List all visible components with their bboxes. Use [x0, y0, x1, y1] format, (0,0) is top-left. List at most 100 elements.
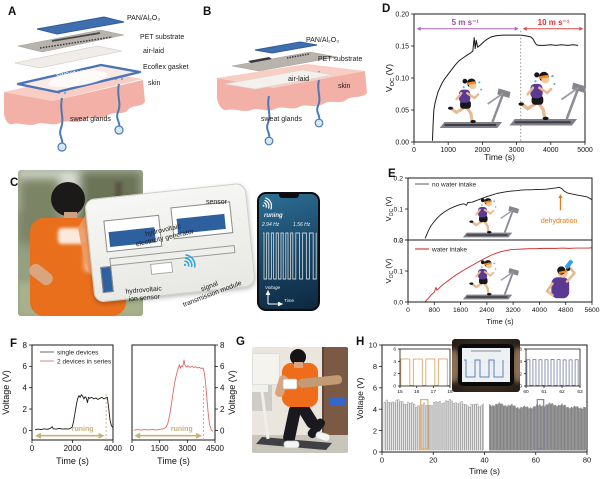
svg-text:8: 8 — [220, 341, 225, 350]
svg-text:Time (s): Time (s) — [157, 456, 190, 466]
svg-text:0.00: 0.00 — [395, 140, 409, 147]
svg-text:water intake: water intake — [431, 246, 467, 253]
electrode-pad — [248, 57, 272, 63]
sweat-gland-duct — [266, 95, 271, 139]
svg-text:61: 61 — [541, 389, 547, 395]
vapor-sheen — [48, 70, 108, 88]
svg-text:0.0: 0.0 — [394, 237, 404, 244]
svg-text:80: 80 — [583, 456, 591, 465]
wall-panel — [252, 353, 280, 385]
svg-text:VOC (V): VOC (V) — [384, 258, 395, 283]
device-stack-schematic-a — [4, 16, 145, 152]
svg-text:60: 60 — [532, 456, 540, 465]
svg-text:1000: 1000 — [440, 147, 456, 154]
svg-text:runing: runing — [171, 426, 193, 433]
svg-text:2000: 2000 — [475, 147, 491, 154]
wifi-icon — [262, 197, 273, 210]
phone-axes-arrows — [265, 290, 284, 307]
electrode-stripe — [51, 32, 101, 42]
chart-inset-run-zoom: 60 61 62 63 0 2 4 6 — [517, 346, 583, 398]
interdigitated-electrodes — [286, 53, 310, 59]
svg-text:2: 2 — [373, 426, 377, 435]
svg-text:4000: 4000 — [532, 307, 547, 314]
svg-text:0: 0 — [373, 448, 377, 457]
runner-front-leg — [283, 405, 301, 443]
phone-waveform — [263, 232, 317, 280]
label-pet: PET substrate — [140, 34, 185, 41]
pan-membrane-layer — [36, 16, 125, 35]
svg-text:0.2: 0.2 — [394, 237, 404, 244]
pan-membrane-layer — [254, 41, 318, 54]
skin-front-face — [217, 71, 367, 111]
runner-hair — [51, 182, 85, 216]
svg-text:0.2: 0.2 — [394, 175, 404, 182]
svg-text:Time (s): Time (s) — [469, 466, 500, 476]
label-sensor: sensor — [206, 199, 228, 206]
air-laid-layer — [14, 45, 123, 69]
app-waveform — [463, 359, 509, 378]
door — [322, 347, 348, 439]
sweat-droplet — [63, 91, 67, 95]
sweat-gland-coil — [114, 125, 124, 135]
svg-text:1500: 1500 — [151, 444, 169, 453]
phone-time-axis-label: Time — [284, 298, 294, 303]
svg-text:0: 0 — [393, 384, 396, 390]
svg-text:1600: 1600 — [453, 307, 468, 314]
svg-text:0.05: 0.05 — [395, 108, 409, 115]
skin-front-face — [4, 80, 145, 125]
svg-text:6: 6 — [220, 362, 225, 371]
svg-text:16: 16 — [414, 389, 420, 395]
phone-app-screen — [462, 348, 510, 382]
svg-text:18: 18 — [447, 389, 453, 395]
runner-back-thigh — [297, 403, 319, 429]
svg-text:0.1: 0.1 — [394, 206, 404, 213]
svg-text:3000: 3000 — [509, 147, 525, 154]
svg-text:8: 8 — [23, 341, 28, 350]
svg-text:no water intake: no water intake — [432, 181, 476, 188]
svg-text:6: 6 — [393, 347, 396, 353]
svg-text:4800: 4800 — [558, 307, 573, 314]
svg-text:4: 4 — [23, 384, 28, 393]
svg-text:0.10: 0.10 — [395, 76, 409, 83]
svg-text:4: 4 — [373, 405, 377, 414]
svg-text:Time (s): Time (s) — [484, 152, 515, 162]
phone-freq-1: 2.94 Hz — [262, 222, 280, 228]
sweat-gland-coil — [57, 142, 67, 152]
svg-text:0.1: 0.1 — [394, 268, 404, 275]
sweat-gland-duct — [316, 79, 321, 121]
interdigitated-electrodes — [39, 36, 113, 49]
label-airlaid: air-laid — [143, 48, 165, 55]
handheld-device — [282, 378, 298, 390]
svg-text:2 devices in series: 2 devices in series — [57, 358, 112, 365]
svg-text:0.20: 0.20 — [395, 12, 409, 19]
label-skin: skin — [148, 80, 161, 87]
svg-text:60: 60 — [523, 389, 529, 395]
sweat-gland-coil — [314, 118, 324, 128]
svg-text:0.15: 0.15 — [395, 44, 409, 51]
svg-text:15: 15 — [397, 389, 403, 395]
svg-text:2: 2 — [23, 405, 28, 414]
svg-text:VOC (V): VOC (V) — [384, 64, 396, 92]
pet-substrate-layer — [17, 29, 125, 53]
svg-text:40: 40 — [480, 456, 488, 465]
phone-readout-photo — [452, 339, 520, 392]
pet-substrate-layer — [231, 51, 338, 72]
svg-text:4500: 4500 — [206, 444, 224, 453]
svg-text:VOC (V): VOC (V) — [384, 196, 395, 221]
chart-voc-running-speed: 0 1000 2000 3000 4000 5000 0.00 0.05 0.10 0.15 0.2… — [384, 12, 593, 162]
phone-voltage-axis-label: Voltage — [265, 285, 281, 290]
treadmill-and-runner — [252, 349, 343, 450]
svg-text:4000: 4000 — [543, 147, 559, 154]
svg-text:3200: 3200 — [506, 307, 521, 314]
svg-text:62: 62 — [559, 389, 565, 395]
svg-text:0.0: 0.0 — [394, 299, 404, 306]
svg-text:0: 0 — [130, 444, 135, 453]
svg-text:0: 0 — [412, 147, 416, 154]
runner-neck — [64, 212, 77, 221]
svg-text:2400: 2400 — [479, 307, 494, 314]
svg-text:0: 0 — [30, 444, 35, 453]
svg-text:17: 17 — [431, 389, 437, 395]
finger — [512, 347, 520, 383]
panel-h-letter: H — [356, 336, 365, 348]
